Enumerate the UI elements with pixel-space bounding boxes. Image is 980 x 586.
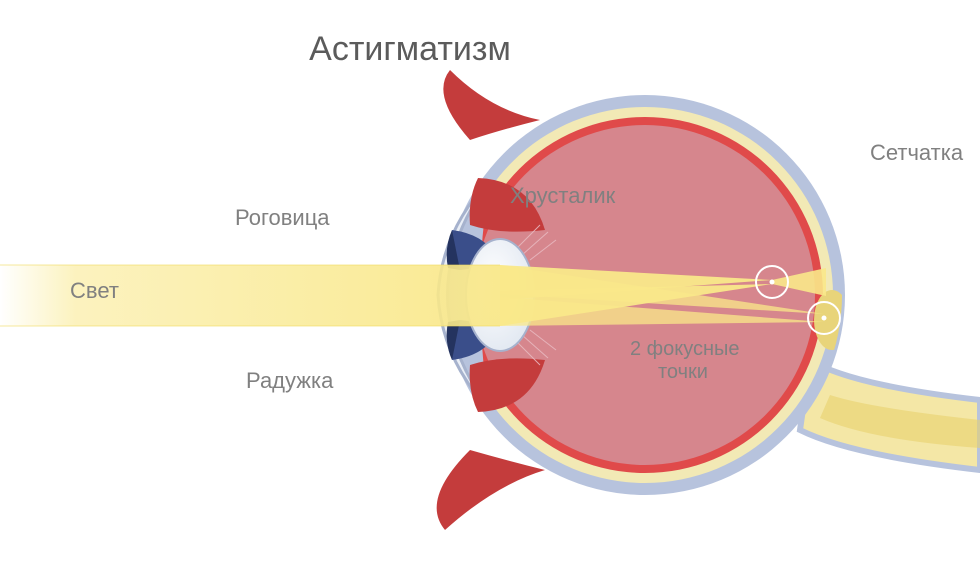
astigmatism-diagram: Астигматизм Свет Роговица Радужка Хруста… bbox=[0, 0, 980, 586]
label-iris: Радужка bbox=[246, 368, 334, 393]
flap-top bbox=[443, 70, 540, 140]
label-focal-line2: точки bbox=[658, 361, 708, 383]
label-focal-line1: 2 фокусные bbox=[630, 338, 740, 360]
label-lens: Хрусталик bbox=[510, 183, 616, 208]
leader-iris bbox=[345, 335, 450, 380]
label-retina: Сетчатка bbox=[870, 140, 964, 165]
label-cornea: Роговица bbox=[235, 205, 330, 230]
leader-cornea bbox=[345, 225, 433, 262]
diagram-title: Астигматизм bbox=[309, 30, 511, 68]
label-light: Свет bbox=[70, 278, 119, 303]
flap-bottom bbox=[437, 450, 545, 530]
